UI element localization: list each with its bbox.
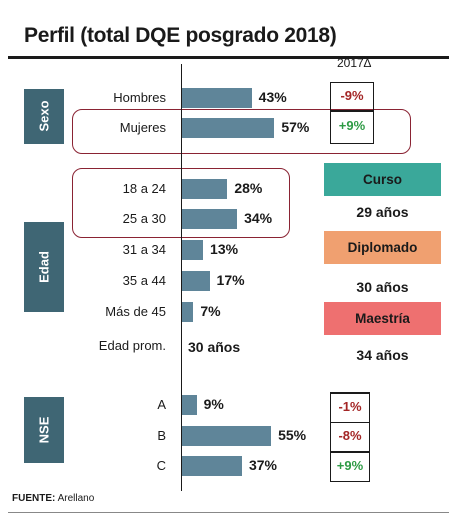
value-label-c: 37%	[248, 457, 277, 473]
value-label-a: 9%	[203, 396, 224, 412]
program-duration-curso: 29 años	[356, 204, 409, 220]
program-duration-maestria: 34 años	[356, 347, 409, 363]
bar-más-de-45	[182, 302, 194, 322]
category-label-18-a-24: 18 a 24	[122, 181, 166, 196]
value-label-25-a-30: 34%	[244, 210, 273, 226]
bar-35-a-44	[182, 271, 210, 291]
category-label-31-a-34: 31 a 34	[122, 242, 166, 257]
bar-18-a-24	[182, 179, 228, 199]
change-value-c: +9%	[336, 458, 364, 473]
value-label-35-a-44: 17%	[216, 272, 245, 288]
value-label-hombres: 43%	[258, 89, 287, 105]
program-badge-diplomado: Diplomado	[324, 231, 441, 264]
bar-b	[182, 426, 272, 446]
bar-31-a-34	[182, 240, 204, 260]
category-label-c: C	[156, 458, 166, 473]
value-label-más-de-45: 7%	[200, 303, 221, 319]
bar-mujeres	[182, 118, 275, 138]
category-label-25-a-30: 25 a 30	[122, 211, 166, 226]
section-tab-sexo	[24, 89, 64, 144]
change-box-hombres	[330, 82, 374, 112]
value-label-31-a-34: 13%	[210, 241, 239, 257]
bar-c	[182, 456, 242, 476]
edad-prom-value: 30 años	[188, 339, 241, 355]
program-badge-curso: Curso	[324, 163, 441, 196]
category-label-a: A	[157, 397, 166, 412]
value-label-18-a-24: 28%	[234, 180, 263, 196]
source-label: FUENTE:	[12, 493, 56, 504]
section-tab-edad	[24, 222, 64, 312]
bottom-rule	[8, 512, 449, 513]
edad-prom-label: Edad prom.	[98, 338, 166, 353]
change-value-b: -8%	[338, 428, 362, 443]
section-tab-nse	[24, 397, 64, 463]
category-label-b: B	[157, 428, 166, 443]
source-note: FUENTE: Arellano	[12, 493, 94, 504]
source-text: Arellano	[57, 493, 95, 504]
baseline-axis	[181, 64, 182, 491]
value-label-mujeres: 57%	[281, 119, 310, 135]
category-label-hombres: Hombres	[113, 90, 166, 105]
change-value-hombres: -9%	[340, 88, 364, 103]
bar-hombres	[182, 88, 252, 108]
program-badge-maestria: Maestría	[324, 302, 441, 335]
value-label-b: 55%	[278, 427, 307, 443]
highlight-mujeres	[72, 109, 411, 154]
program-duration-diplomado: 30 años	[356, 279, 409, 295]
change-column-nse	[330, 392, 370, 482]
category-label-35-a-44: 35 a 44	[122, 273, 166, 288]
change-value-mujeres: +9%	[338, 118, 366, 133]
change-header: 2017∆	[337, 56, 372, 70]
chart-title: Perfil (total DQE posgrado 2018)	[24, 24, 337, 47]
title-rule	[8, 56, 449, 59]
category-label-mujeres: Mujeres	[119, 120, 166, 135]
change-value-a: -1%	[338, 399, 362, 414]
category-label-más-de-45: Más de 45	[105, 304, 166, 319]
bar-25-a-30	[182, 209, 238, 229]
change-box-mujeres	[330, 110, 374, 144]
bar-a	[182, 395, 197, 415]
